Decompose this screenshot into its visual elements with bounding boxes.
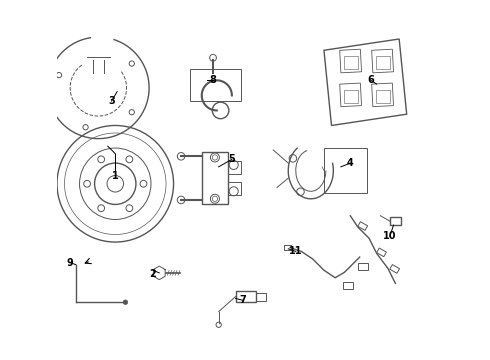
Bar (344, 56, 358, 69)
Text: 4: 4 (347, 158, 354, 168)
Bar (372, 49, 393, 73)
Bar (390, 217, 401, 225)
Bar (228, 161, 241, 174)
Bar (340, 49, 362, 73)
Text: 11: 11 (289, 247, 302, 256)
Circle shape (123, 300, 128, 305)
Text: 8: 8 (210, 75, 217, 85)
Bar (202, 152, 228, 204)
Bar (285, 245, 291, 250)
Text: 9: 9 (67, 258, 74, 268)
Bar (358, 264, 368, 270)
Text: 2: 2 (149, 269, 156, 279)
Bar (324, 148, 367, 193)
Bar (376, 90, 390, 103)
Bar (256, 293, 266, 301)
Bar (343, 282, 353, 289)
Bar (358, 222, 368, 230)
Bar (228, 182, 241, 195)
Bar (236, 291, 256, 302)
Bar (377, 248, 387, 257)
Bar (344, 90, 358, 103)
Text: 6: 6 (368, 75, 374, 85)
Text: 1: 1 (112, 171, 119, 181)
Text: 5: 5 (228, 154, 235, 164)
Bar (191, 69, 241, 101)
Text: 7: 7 (240, 295, 246, 305)
Bar (376, 56, 390, 69)
Bar (340, 83, 362, 107)
Bar (390, 265, 399, 273)
Text: 3: 3 (108, 96, 115, 106)
Text: 10: 10 (383, 231, 396, 242)
Bar (372, 83, 393, 107)
